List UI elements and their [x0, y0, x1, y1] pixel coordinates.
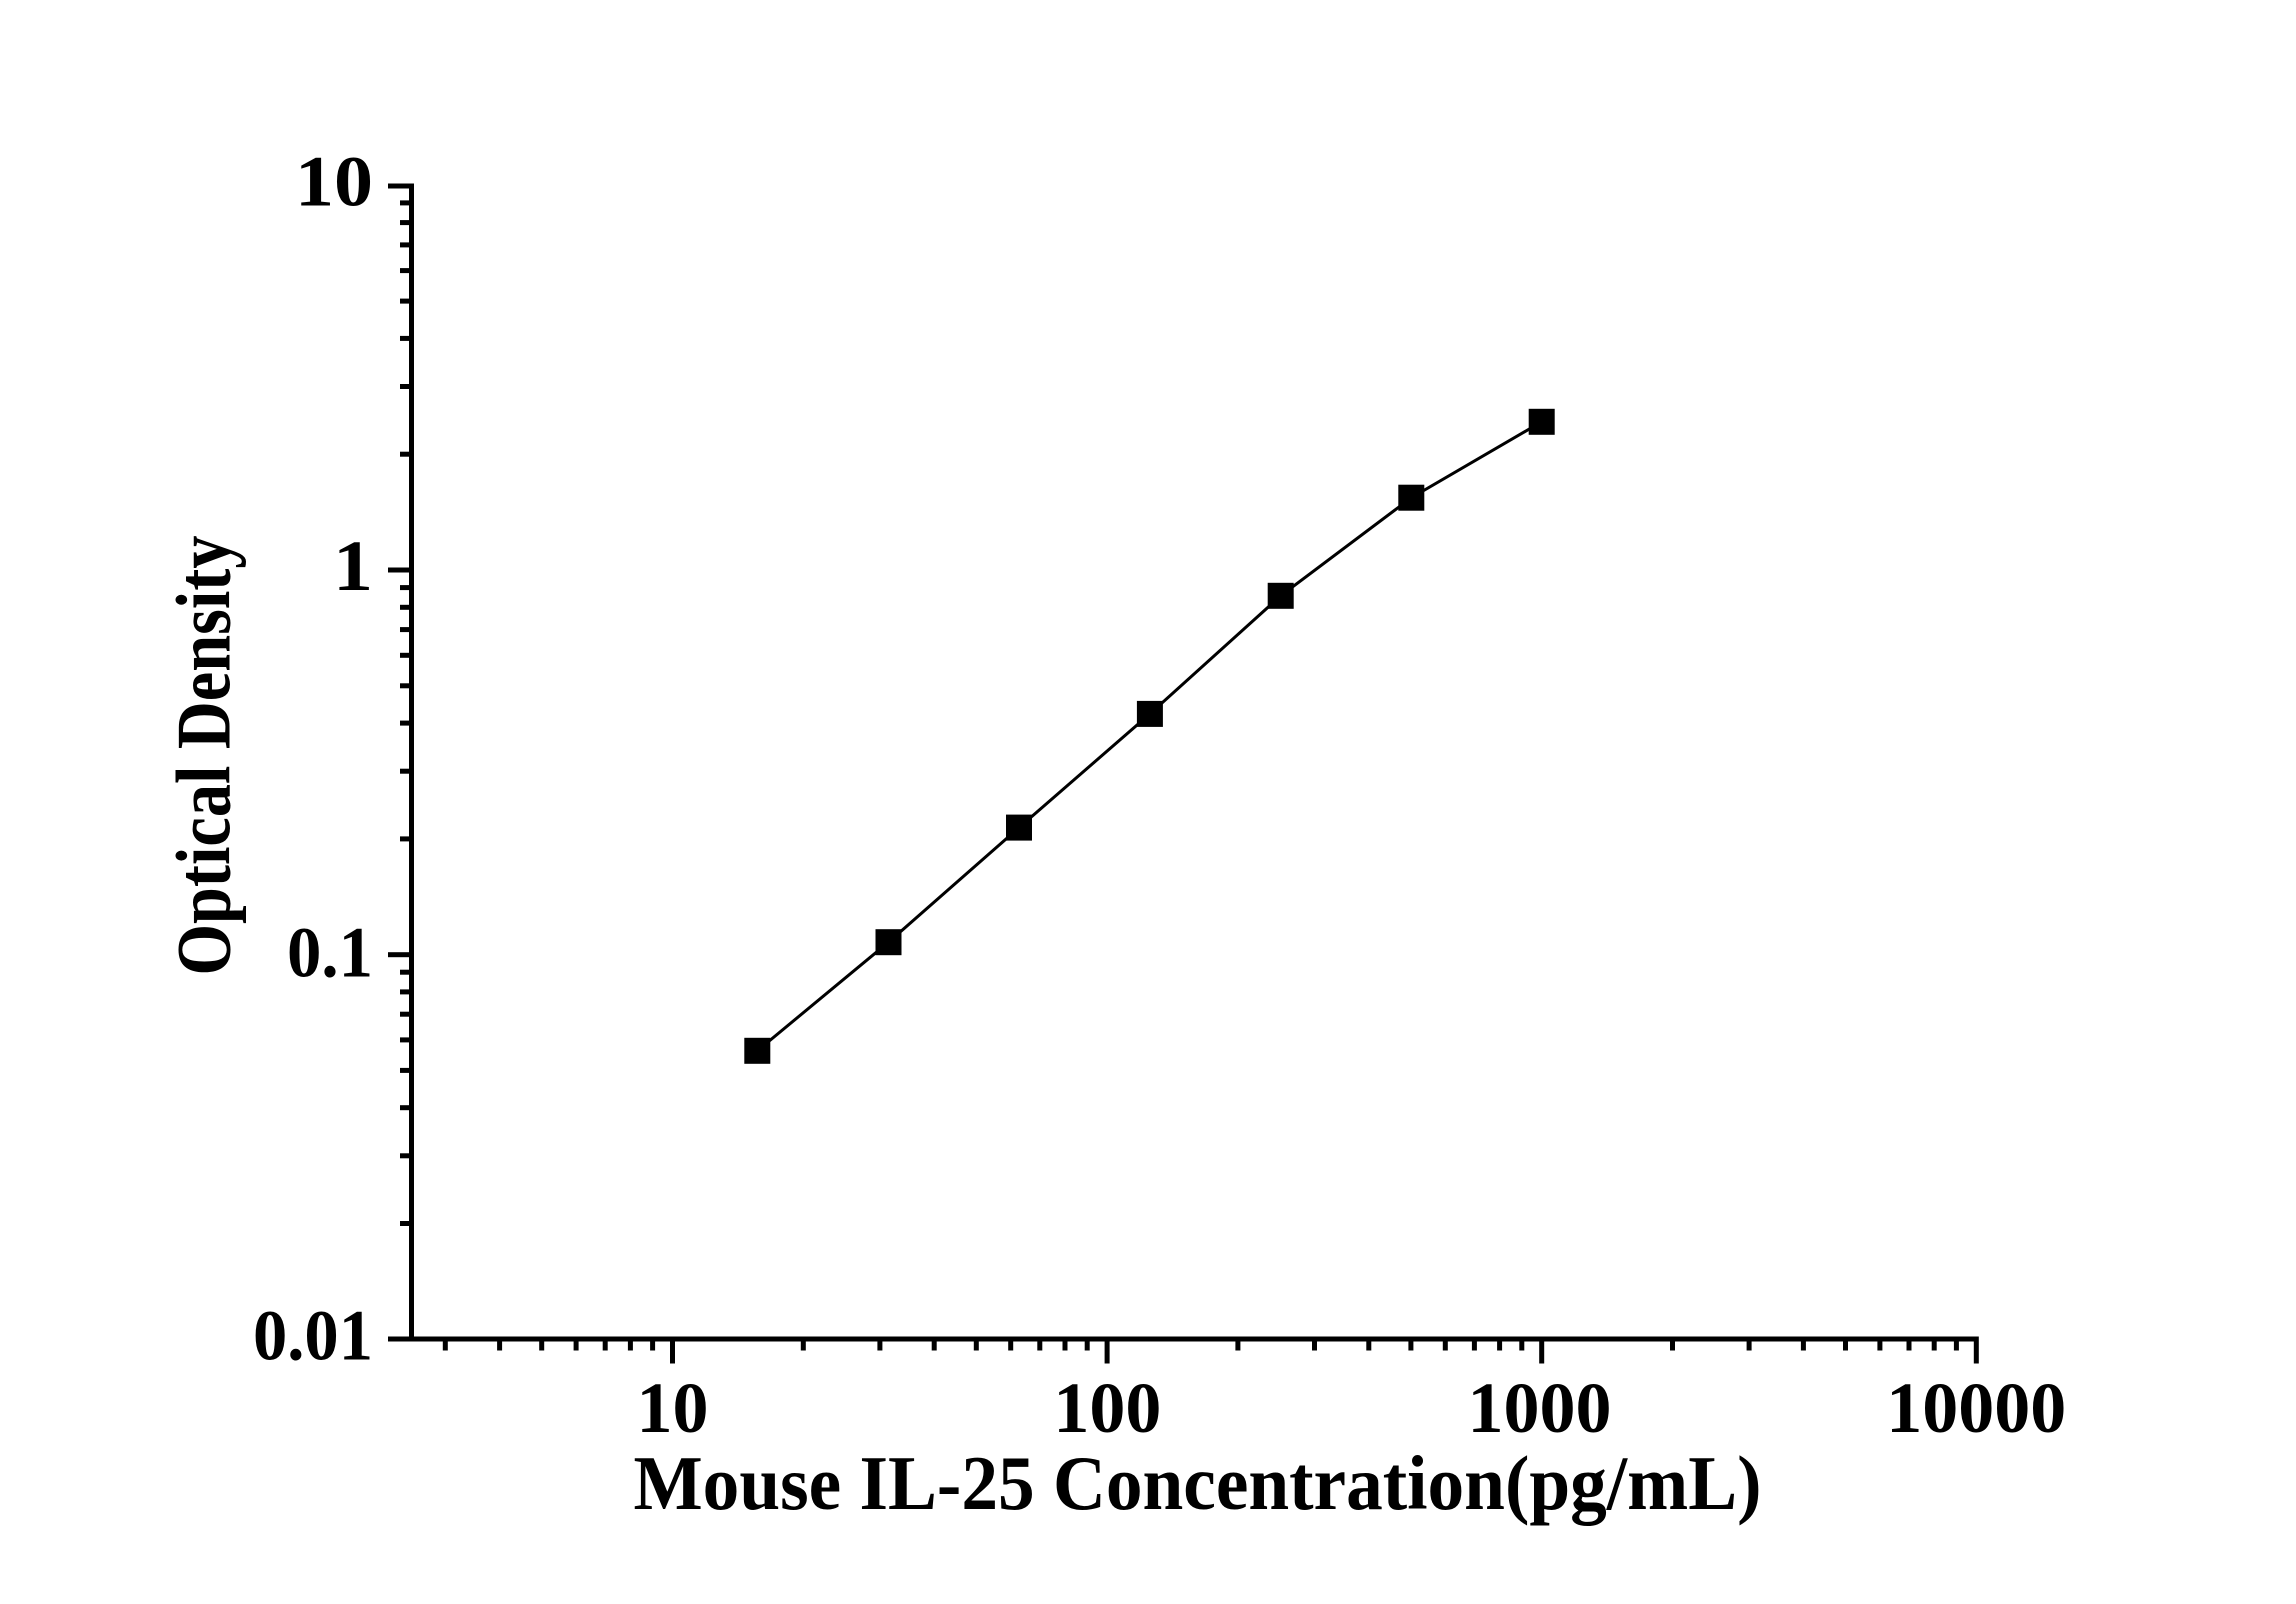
svg-text:1: 1 — [333, 526, 373, 606]
svg-text:10: 10 — [295, 141, 373, 221]
svg-text:10: 10 — [637, 1368, 709, 1448]
svg-text:Mouse IL-25 Concentration(pg/m: Mouse IL-25 Concentration(pg/mL) — [634, 1440, 1762, 1526]
svg-text:1000: 1000 — [1468, 1368, 1612, 1448]
svg-text:0.1: 0.1 — [287, 913, 373, 993]
svg-text:10000: 10000 — [1886, 1368, 2066, 1448]
svg-text:0.01: 0.01 — [253, 1296, 373, 1376]
svg-text:Optical Density: Optical Density — [161, 536, 247, 976]
svg-text:100: 100 — [1053, 1368, 1161, 1448]
